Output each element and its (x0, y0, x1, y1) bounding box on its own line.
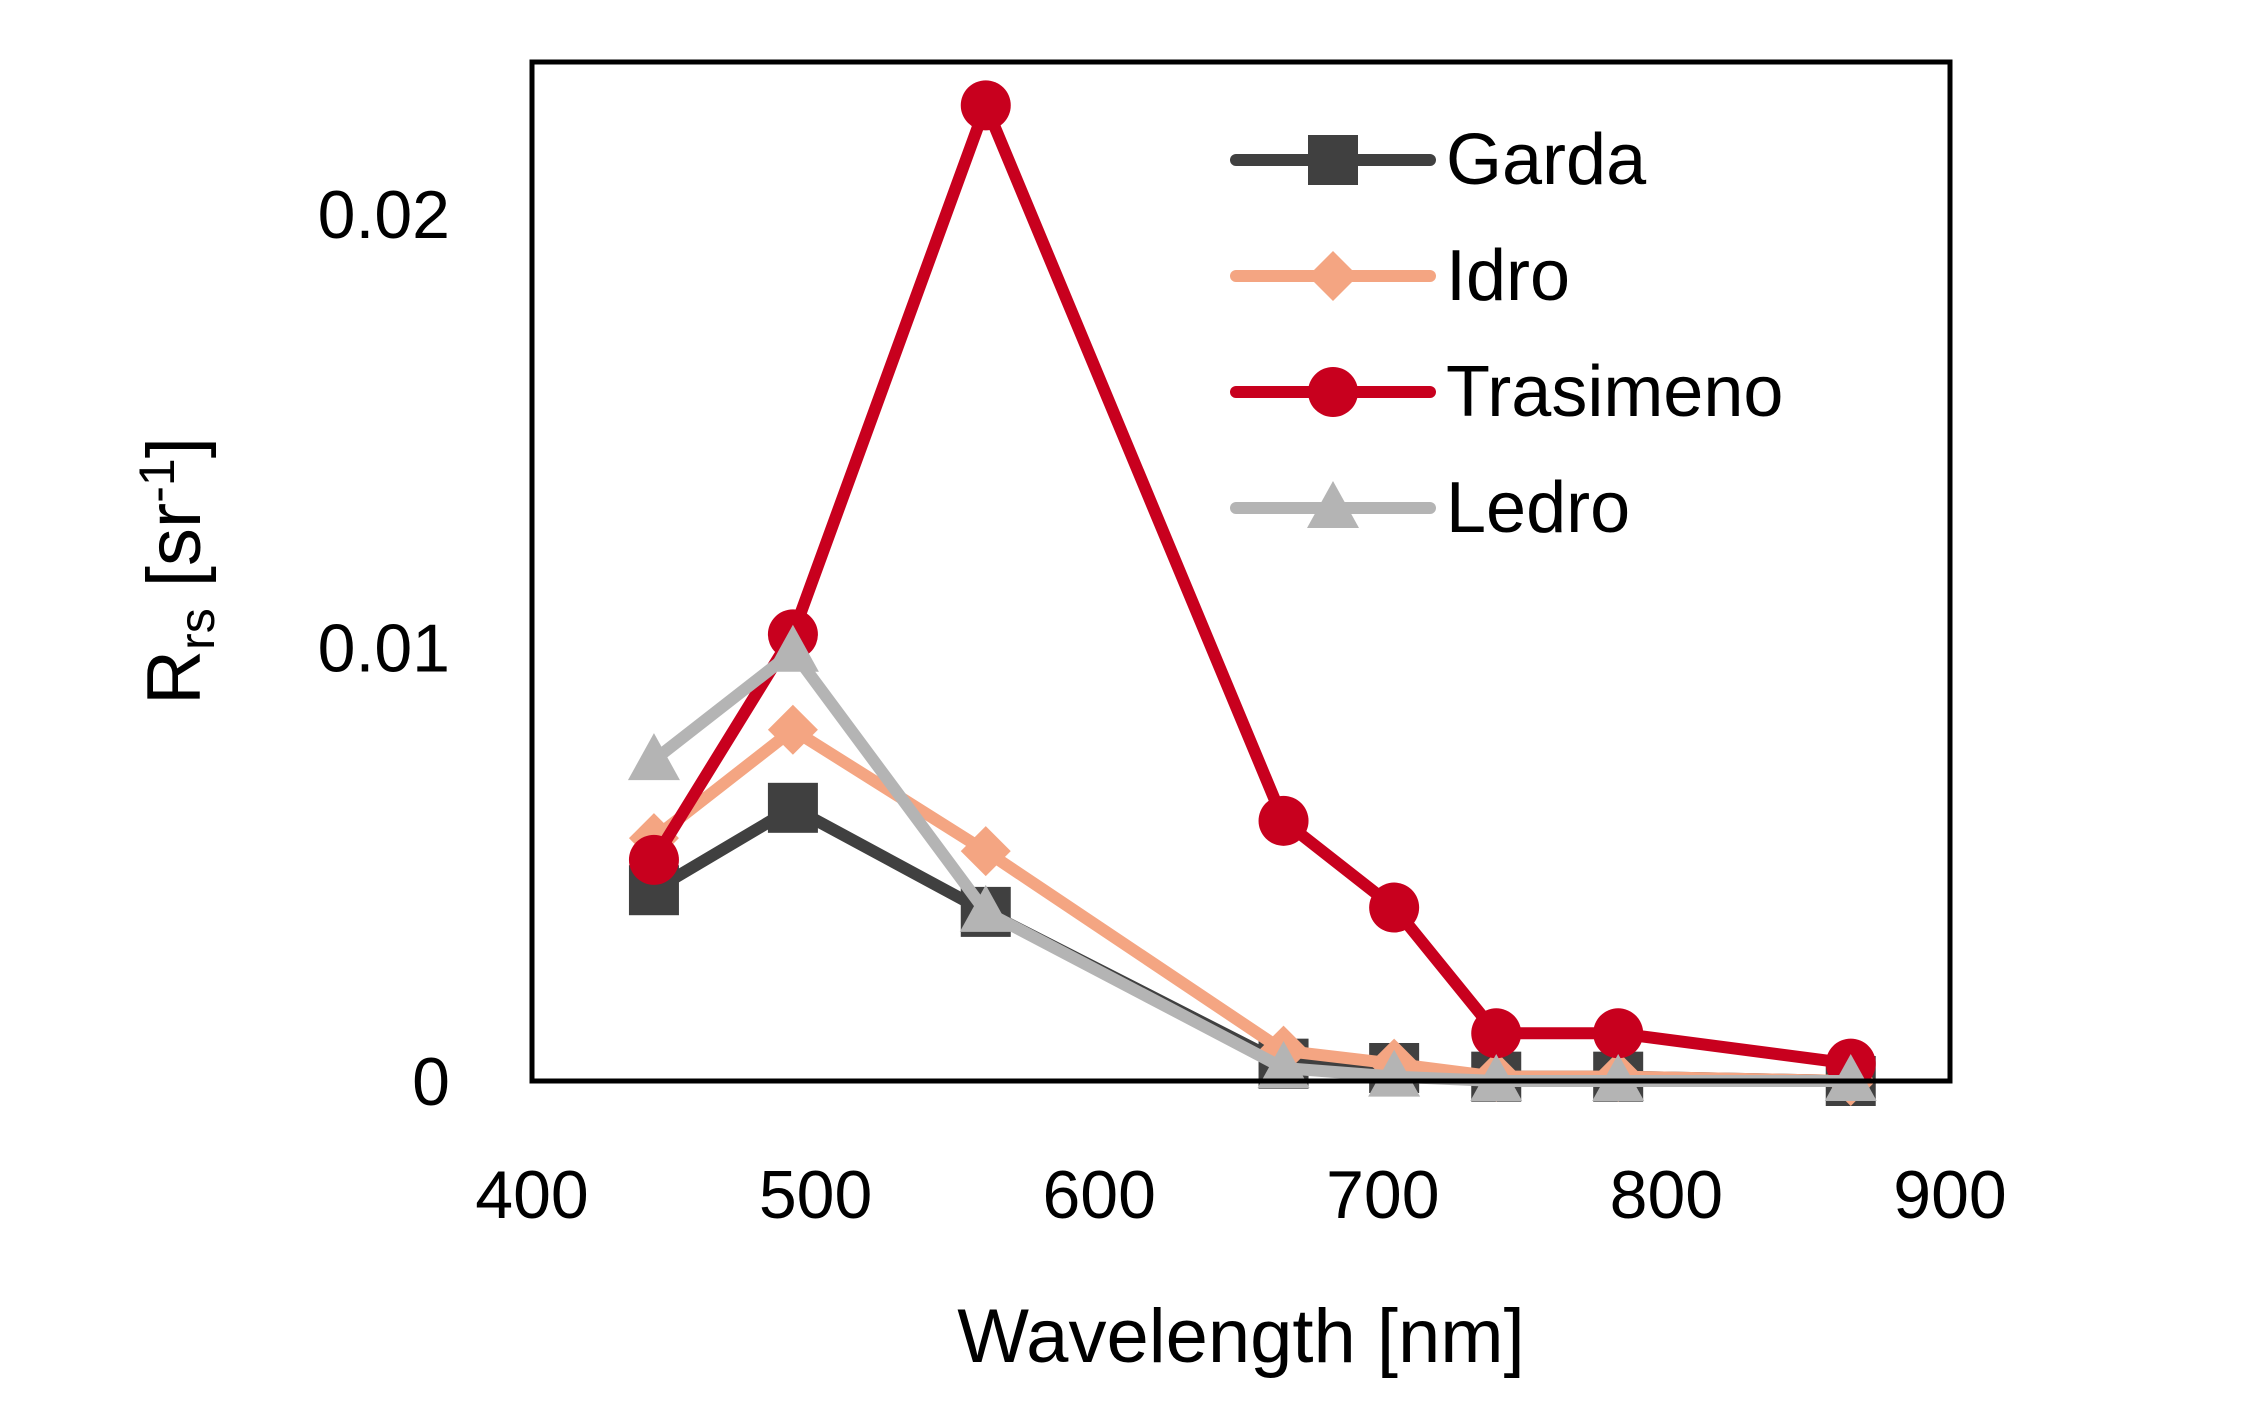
data-point-garda (767, 782, 818, 833)
legend-label: Garda (1446, 120, 1647, 200)
data-point-idro (960, 826, 1011, 877)
data-point-ledro (959, 884, 1012, 932)
x-tick-labels: 400 500 600 700 800 900 (475, 1157, 2006, 1233)
legend-label: Idro (1446, 236, 1570, 316)
legend-item-trasimeno: Trasimeno (1230, 352, 1783, 432)
x-axis-title: Wavelength [nm] (957, 1294, 1524, 1379)
data-point-ledro (627, 733, 680, 781)
legend-item-ledro: Ledro (1230, 468, 1630, 548)
x-tick-label: 400 (475, 1157, 588, 1233)
data-point-trasimeno (1258, 795, 1309, 846)
y-tick-label: 0 (412, 1044, 450, 1120)
data-point-trasimeno (1593, 1008, 1644, 1059)
x-tick-label: 900 (1893, 1157, 2006, 1233)
x-tick-label: 500 (759, 1157, 872, 1233)
legend-label: Ledro (1446, 468, 1630, 548)
y-axis-title-unit-close: ] (132, 437, 217, 458)
data-point-trasimeno (1471, 1008, 1522, 1059)
y-axis-title: Rrs [sr-1] (129, 437, 225, 705)
legend: Garda Idro Trasimeno Ledro (1230, 120, 1783, 548)
legend-marker (1308, 367, 1358, 417)
data-point-ledro (766, 624, 819, 672)
y-axis-title-main: R (132, 650, 217, 705)
plot-area-frame (529, 59, 1953, 1084)
legend-item-garda: Garda (1230, 120, 1647, 200)
legend-marker (1308, 135, 1358, 185)
legend-label: Trasimeno (1446, 352, 1783, 432)
y-axis-title-superscript: -1 (129, 458, 185, 502)
legend-marker (1308, 251, 1358, 301)
data-point-ledro (1368, 1049, 1421, 1097)
y-tick-label: 0.02 (318, 177, 450, 253)
legend-item-idro: Idro (1230, 236, 1570, 316)
x-tick-label: 600 (1042, 1157, 1155, 1233)
y-tick-labels: 0 0.01 0.02 (318, 177, 450, 1120)
data-point-ledro (1257, 1040, 1310, 1088)
legend-marker (1307, 481, 1359, 528)
y-axis-title-unit: [sr (132, 503, 217, 609)
data-point-ledro (1470, 1054, 1523, 1101)
x-tick-label: 800 (1610, 1157, 1723, 1233)
data-point-ledro (1824, 1054, 1877, 1101)
data-point-ledro (1592, 1054, 1645, 1101)
data-point-trasimeno (1369, 882, 1420, 933)
data-point-trasimeno (960, 80, 1011, 131)
x-tick-label: 700 (1326, 1157, 1439, 1233)
y-axis-title-subscript: rs (169, 608, 225, 650)
data-point-idro (767, 704, 818, 755)
data-point-trasimeno (628, 834, 679, 885)
y-tick-label: 0.01 (318, 610, 450, 686)
